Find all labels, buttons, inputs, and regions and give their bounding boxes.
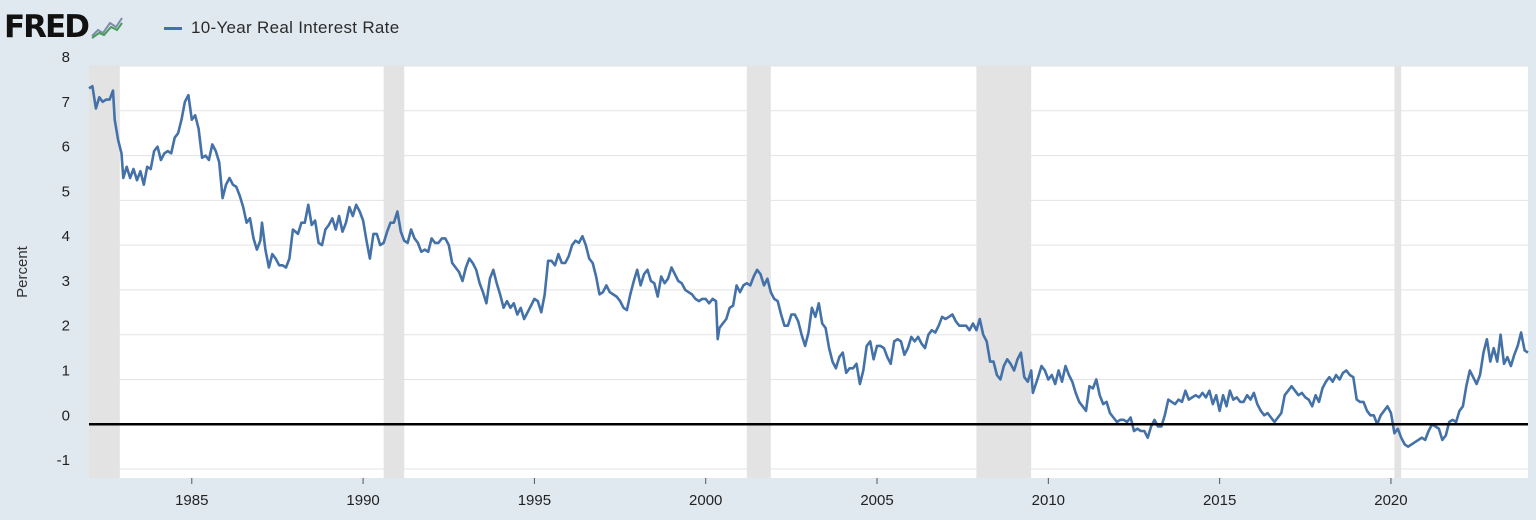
chart-header: FRED 10-Year Real Interest Rate	[0, 0, 1536, 56]
y-tick-label: -1	[57, 452, 70, 469]
x-tick-label: 2020	[1374, 492, 1407, 509]
recession-band	[976, 66, 1032, 478]
x-axis-ticks: 1985 1990 1995 2000 2005 2010 2015 2020	[175, 478, 1408, 509]
legend-label: 10-Year Real Interest Rate	[191, 18, 400, 37]
chart-line-icon	[90, 15, 123, 39]
y-tick-label: 5	[62, 183, 70, 200]
y-tick-label: 2	[62, 318, 70, 335]
fred-logo[interactable]: FRED	[4, 10, 124, 44]
y-tick-label: 7	[62, 94, 70, 111]
y-tick-label: 8	[62, 49, 70, 66]
x-tick-label: 2015	[1203, 492, 1236, 509]
y-tick-label: 1	[62, 362, 70, 379]
x-tick-label: 2010	[1032, 492, 1065, 509]
recession-band	[1394, 66, 1402, 478]
x-tick-label: 1990	[346, 492, 379, 509]
plot-background	[89, 66, 1528, 478]
series-line	[88, 84, 1529, 448]
recession-shading	[89, 66, 1402, 478]
x-tick-label: 2000	[689, 492, 722, 509]
recession-band	[383, 66, 405, 478]
chart-legend[interactable]: 10-Year Real Interest Rate	[164, 16, 399, 40]
y-tick-label: 4	[62, 228, 70, 245]
legend-swatch	[164, 26, 182, 30]
y-axis-label: Percent	[14, 245, 31, 298]
y-tick-label: 3	[62, 273, 70, 290]
fred-logo-text: FRED	[4, 9, 90, 45]
y-tick-label: 0	[62, 407, 70, 424]
x-tick-label: 2005	[860, 492, 893, 509]
x-tick-label: 1985	[175, 492, 208, 509]
y-tick-label: 6	[62, 139, 70, 156]
y-axis-ticks: -1 0 1 2 3 4 5 6 7 8	[57, 49, 70, 469]
recession-band	[89, 66, 120, 478]
series-layer	[88, 84, 1529, 448]
x-tick-label: 1995	[518, 492, 551, 509]
